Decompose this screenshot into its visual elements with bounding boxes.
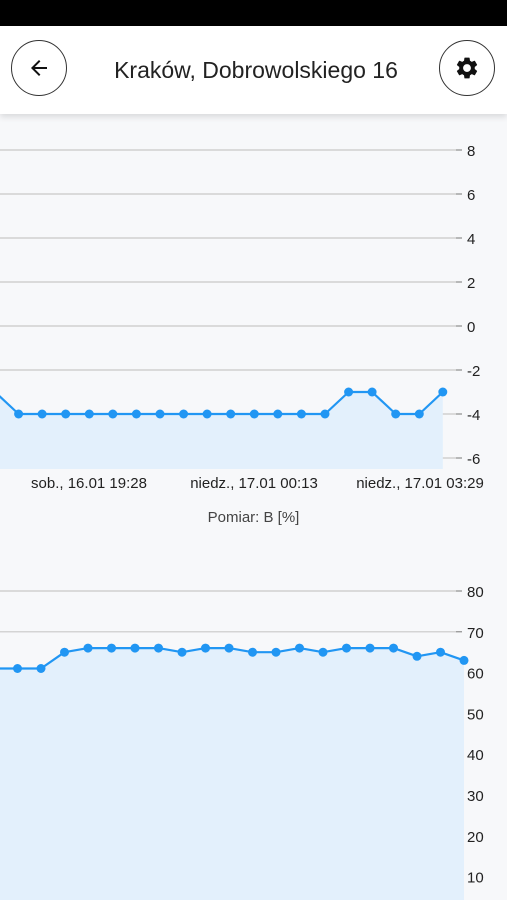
data-point bbox=[61, 409, 71, 419]
y-tick-label: 20 bbox=[467, 829, 484, 846]
series-area bbox=[0, 648, 464, 900]
y-tick-label: 60 bbox=[467, 666, 484, 683]
settings-button[interactable] bbox=[439, 40, 495, 96]
data-point bbox=[342, 643, 351, 653]
data-point bbox=[107, 643, 116, 653]
data-point bbox=[296, 409, 306, 419]
data-point bbox=[84, 409, 94, 419]
data-point bbox=[273, 409, 283, 419]
y-tick-label: 30 bbox=[467, 788, 484, 805]
data-point bbox=[438, 387, 448, 397]
data-point bbox=[83, 643, 93, 653]
data-point bbox=[13, 664, 22, 673]
data-point bbox=[365, 643, 375, 653]
data-point bbox=[391, 409, 401, 419]
data-point bbox=[177, 647, 187, 657]
gear-icon bbox=[456, 57, 478, 79]
chart-1: 8 6 4 2 0 -2 -4 -6 sob., 16.01 19:28 niedz., 17.0… bbox=[0, 114, 507, 504]
data-point bbox=[320, 409, 330, 419]
data-point bbox=[37, 409, 47, 419]
y-tick-label: 6 bbox=[467, 187, 475, 204]
data-point bbox=[155, 409, 165, 419]
x-tick-label: niedz., 17.01 00:13 bbox=[190, 475, 318, 492]
data-point bbox=[201, 643, 210, 653]
data-point bbox=[36, 664, 46, 673]
y-tick-label: 0 bbox=[467, 319, 475, 336]
data-point bbox=[344, 387, 354, 397]
data-point bbox=[318, 647, 328, 657]
series-area bbox=[0, 392, 443, 469]
y-tick-label: 80 bbox=[467, 584, 484, 601]
page-title: Kraków, Dobrowolskiego 16 bbox=[114, 56, 398, 83]
back-button[interactable] bbox=[11, 40, 67, 96]
status-bar bbox=[0, 0, 507, 26]
y-tick-label: 8 bbox=[467, 143, 475, 160]
data-point bbox=[389, 643, 398, 653]
y-tick-label: 70 bbox=[467, 625, 484, 642]
data-point bbox=[226, 409, 236, 419]
data-point bbox=[249, 409, 259, 419]
y-tick-label: 2 bbox=[467, 275, 475, 292]
data-point bbox=[412, 651, 422, 661]
y-tick-label: -4 bbox=[467, 407, 480, 424]
y-tick-label: 10 bbox=[467, 870, 484, 887]
chart-2: 80 70 60 50 40 30 20 10 bbox=[0, 530, 507, 900]
y-tick-label: 50 bbox=[467, 706, 484, 723]
data-point bbox=[414, 409, 424, 419]
data-point bbox=[130, 643, 140, 653]
chart-2-svg: 80 70 60 50 40 30 20 10 bbox=[0, 584, 484, 900]
arrow-left-icon bbox=[31, 60, 47, 76]
data-point bbox=[367, 387, 377, 397]
data-point bbox=[248, 647, 257, 657]
data-point bbox=[459, 655, 469, 665]
data-point bbox=[295, 643, 304, 653]
data-point bbox=[108, 409, 118, 419]
data-point bbox=[154, 643, 163, 653]
data-point bbox=[179, 409, 189, 419]
y-tick-label: -6 bbox=[467, 451, 480, 468]
y-tick-label: 40 bbox=[467, 747, 484, 764]
data-point bbox=[224, 643, 234, 653]
data-point bbox=[60, 647, 69, 657]
data-point bbox=[271, 647, 281, 657]
y-tick-label: -2 bbox=[467, 363, 480, 380]
data-point bbox=[131, 409, 141, 419]
data-point bbox=[436, 647, 445, 657]
data-point bbox=[202, 409, 212, 419]
chart-2-title: Pomiar: B [%] bbox=[207, 509, 300, 526]
x-tick-label: niedz., 17.01 03:29 bbox=[356, 475, 484, 492]
x-tick-label: sob., 16.01 19:28 bbox=[31, 475, 147, 492]
data-point bbox=[14, 409, 24, 419]
chart-1-svg: 8 6 4 2 0 -2 -4 -6 sob., 16.01 19:28 niedz., 17.0… bbox=[0, 143, 484, 492]
app-header: Kraków, Dobrowolskiego 16 bbox=[0, 26, 507, 114]
y-tick-label: 4 bbox=[467, 231, 475, 248]
